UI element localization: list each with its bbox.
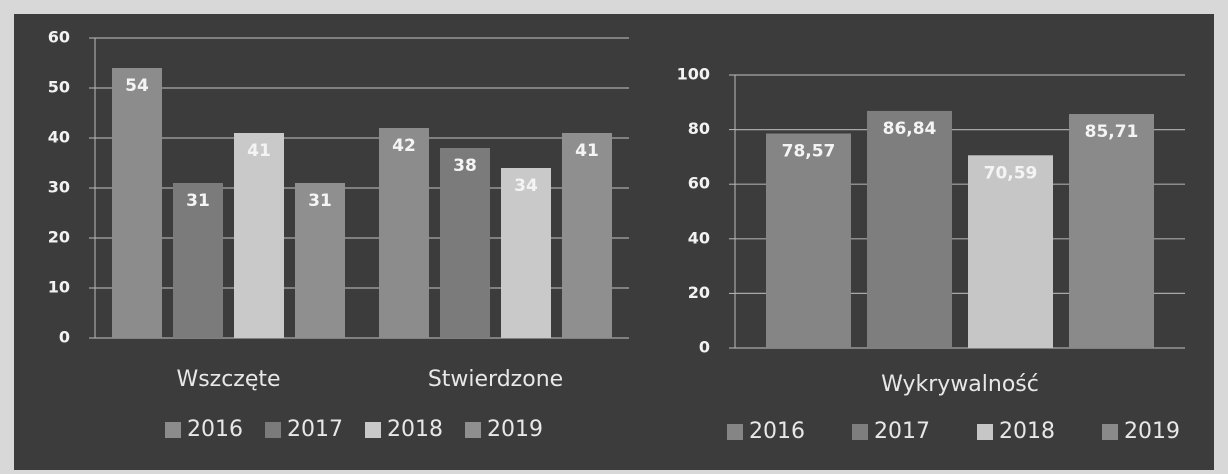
bar — [1069, 114, 1154, 348]
y-tick-label: 20 — [688, 283, 710, 302]
legend-label: 2017 — [874, 419, 930, 444]
legend-label: 2018 — [999, 419, 1055, 444]
y-tick-label: 40 — [48, 128, 70, 147]
bar — [112, 68, 162, 338]
bar — [562, 133, 612, 338]
bar — [379, 128, 429, 338]
x-tick-label: Stwierdzone — [428, 367, 563, 392]
value-label: 78,57 — [782, 142, 836, 162]
y-tick-label: 40 — [688, 228, 710, 247]
value-label: 38 — [453, 156, 477, 176]
bar — [173, 183, 223, 338]
x-tick-label: Wszczęte — [176, 367, 280, 392]
legend-label: 2016 — [187, 417, 243, 442]
value-label: 85,71 — [1085, 122, 1139, 142]
legend-swatch — [265, 422, 281, 438]
legend-swatch — [1102, 424, 1118, 440]
legend-swatch — [852, 424, 868, 440]
y-tick-label: 60 — [688, 174, 710, 193]
legend-swatch — [365, 422, 381, 438]
bar — [440, 148, 490, 338]
value-label: 34 — [514, 176, 538, 196]
legend-swatch — [165, 422, 181, 438]
value-label: 86,84 — [883, 119, 937, 139]
bar — [234, 133, 284, 338]
legend-label: 2019 — [487, 417, 543, 442]
legend-swatch — [465, 422, 481, 438]
value-label: 70,59 — [984, 163, 1038, 183]
x-tick-label: Wykrywalność — [881, 372, 1039, 397]
bar — [501, 168, 551, 338]
y-tick-label: 50 — [48, 78, 70, 97]
value-label: 41 — [247, 141, 271, 161]
legend-swatch — [977, 424, 993, 440]
y-tick-label: 80 — [688, 119, 710, 138]
value-label: 42 — [392, 136, 416, 156]
y-tick-label: 30 — [48, 178, 70, 197]
legend-label: 2016 — [749, 419, 805, 444]
legend-label: 2019 — [1124, 419, 1180, 444]
value-label: 31 — [308, 191, 332, 211]
value-label: 31 — [186, 191, 210, 211]
bar — [295, 183, 345, 338]
y-tick-label: 0 — [59, 328, 70, 347]
legend-label: 2018 — [387, 417, 443, 442]
value-label: 54 — [125, 76, 149, 96]
y-tick-label: 100 — [677, 65, 710, 84]
legend-label: 2017 — [287, 417, 343, 442]
bar — [867, 110, 952, 348]
bar — [968, 155, 1053, 348]
y-tick-label: 0 — [699, 338, 710, 357]
y-tick-label: 20 — [48, 228, 70, 247]
value-label: 41 — [575, 141, 599, 161]
legend-swatch — [727, 424, 743, 440]
bar — [766, 133, 851, 348]
y-tick-label: 10 — [48, 278, 70, 297]
y-tick-label: 60 — [48, 28, 70, 47]
